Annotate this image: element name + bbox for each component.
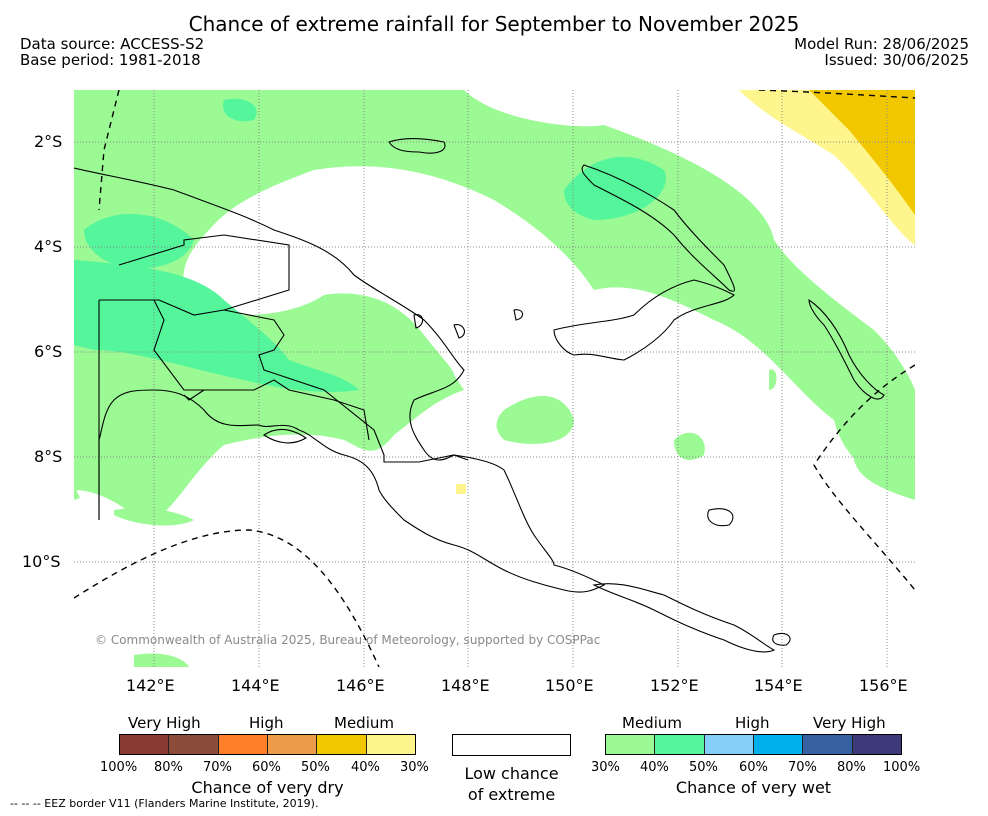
lat-label-2s: 2°S <box>34 132 63 151</box>
dry-tick-60: 60% <box>252 760 281 775</box>
data-source: Data source: ACCESS-S2 <box>20 35 205 53</box>
lat-label-10s: 10°S <box>22 552 61 571</box>
lon-label-144e: 144°E <box>231 676 280 695</box>
dry-swatch-4 <box>267 735 318 754</box>
dry-swatch-5 <box>317 735 367 754</box>
lon-label-142e: 142°E <box>126 676 175 695</box>
dry-tick-70: 70% <box>203 760 232 775</box>
new-britain <box>553 279 735 361</box>
manus-island <box>388 138 446 154</box>
dry-label-very-high: Very High <box>128 714 201 732</box>
lat-label-4s: 4°S <box>34 237 63 256</box>
wet-label-high: High <box>735 714 770 732</box>
dry-swatch-1 <box>120 735 170 754</box>
wet-tick-50: 50% <box>689 760 718 775</box>
wet-tick-40: 40% <box>640 760 669 775</box>
rainfall-map: .fill-wet-medium path, .fill-wet-medium … <box>73 89 916 668</box>
wet-tick-30: 30% <box>591 760 620 775</box>
wet-tick-80: 80% <box>837 760 866 775</box>
eez-border-note: -- -- -- EEZ border V11 (Flanders Marine… <box>10 797 319 810</box>
base-period: Base period: 1981-2018 <box>20 51 201 69</box>
low-chance-caption-1: Low chance <box>464 764 559 783</box>
provincial-border <box>98 299 469 520</box>
fly-river-islands <box>263 428 308 444</box>
new-guinea-coast <box>73 167 606 593</box>
dry-tick-100: 100% <box>100 760 138 775</box>
wet-tick-60: 60% <box>739 760 768 775</box>
coastlines <box>73 138 885 653</box>
low-chance-swatch <box>452 734 571 756</box>
wet-swatch-6 <box>852 735 901 754</box>
lon-label-150e: 150°E <box>545 676 594 695</box>
eastern-islands <box>592 583 776 653</box>
wet-tick-100: 100% <box>883 760 921 775</box>
lon-label-156e: 156°E <box>859 676 908 695</box>
wet-colorbar <box>605 734 902 755</box>
wet-medium-region <box>74 90 915 667</box>
small-islets <box>413 309 791 646</box>
dry-swatch-2 <box>169 735 219 754</box>
dry-tick-30: 30% <box>400 760 429 775</box>
map-title: Chance of extreme rainfall for September… <box>188 12 800 36</box>
lat-label-8s: 8°S <box>34 447 63 466</box>
wet-swatch-1 <box>606 735 656 754</box>
wet-swatch-3 <box>704 735 754 754</box>
copyright-notice: © Commonwealth of Australia 2025, Bureau… <box>95 633 601 647</box>
dry-label-high: High <box>249 714 284 732</box>
eez-borders <box>73 89 916 668</box>
lon-label-148e: 148°E <box>441 676 490 695</box>
dry-colorbar <box>119 734 416 755</box>
map-area: .fill-wet-medium path, .fill-wet-medium … <box>73 89 916 668</box>
bougainville <box>808 298 885 400</box>
wet-swatch-5 <box>803 735 853 754</box>
dry-swatch-3 <box>218 735 268 754</box>
wet-high-region <box>74 98 666 392</box>
dry-caption: Chance of very dry <box>191 778 344 797</box>
new-ireland <box>581 164 735 292</box>
dry-label-medium: Medium <box>334 714 394 732</box>
dry-tick-50: 50% <box>301 760 330 775</box>
lat-label-6s: 6°S <box>34 342 63 361</box>
wet-swatch-2 <box>655 735 705 754</box>
dry-tick-40: 40% <box>351 760 380 775</box>
lon-label-152e: 152°E <box>650 676 699 695</box>
issued-date: Issued: 30/06/2025 <box>824 51 969 69</box>
wet-label-medium: Medium <box>622 714 682 732</box>
dry-region <box>456 90 915 494</box>
wet-tick-70: 70% <box>788 760 817 775</box>
wet-label-very-high: Very High <box>813 714 886 732</box>
dry-tick-80: 80% <box>154 760 183 775</box>
lon-label-154e: 154°E <box>754 676 803 695</box>
model-run: Model Run: 28/06/2025 <box>794 35 969 53</box>
inner-borders <box>118 234 370 441</box>
low-chance-caption-2: of extreme <box>467 785 556 804</box>
lon-label-146e: 146°E <box>336 676 385 695</box>
dry-swatch-6 <box>366 735 415 754</box>
wet-swatch-4 <box>753 735 804 754</box>
wet-caption: Chance of very wet <box>675 778 832 797</box>
